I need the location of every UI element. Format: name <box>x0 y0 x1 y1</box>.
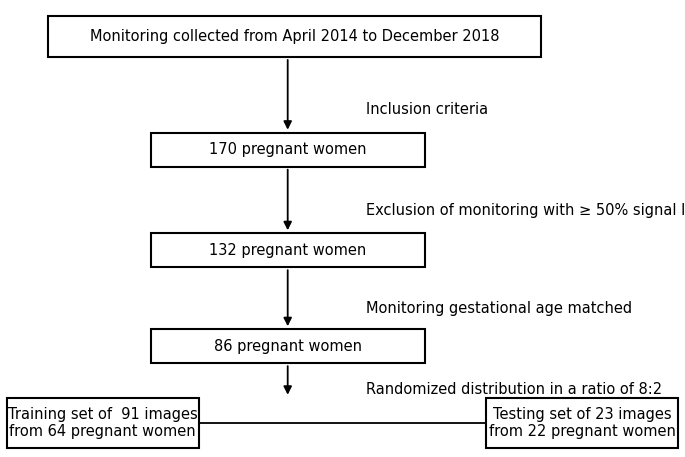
FancyBboxPatch shape <box>7 398 199 448</box>
Text: Training set of  91 images
from 64 pregnant women: Training set of 91 images from 64 pregna… <box>8 407 198 439</box>
Text: 86 pregnant women: 86 pregnant women <box>214 339 362 354</box>
Text: 132 pregnant women: 132 pregnant women <box>209 243 366 258</box>
Text: Monitoring collected from April 2014 to December 2018: Monitoring collected from April 2014 to … <box>90 29 499 44</box>
Text: Inclusion criteria: Inclusion criteria <box>366 102 488 117</box>
FancyBboxPatch shape <box>486 398 678 448</box>
Text: Monitoring gestational age matched: Monitoring gestational age matched <box>366 301 633 316</box>
Text: Exclusion of monitoring with ≥ 50% signal loss: Exclusion of monitoring with ≥ 50% signa… <box>366 203 685 218</box>
FancyBboxPatch shape <box>48 16 541 57</box>
Text: 170 pregnant women: 170 pregnant women <box>209 142 366 157</box>
FancyBboxPatch shape <box>151 133 425 167</box>
Text: Randomized distribution in a ratio of 8:2: Randomized distribution in a ratio of 8:… <box>366 382 662 397</box>
FancyBboxPatch shape <box>151 233 425 267</box>
FancyBboxPatch shape <box>151 329 425 363</box>
Text: Testing set of 23 images
from 22 pregnant women: Testing set of 23 images from 22 pregnan… <box>489 407 675 439</box>
